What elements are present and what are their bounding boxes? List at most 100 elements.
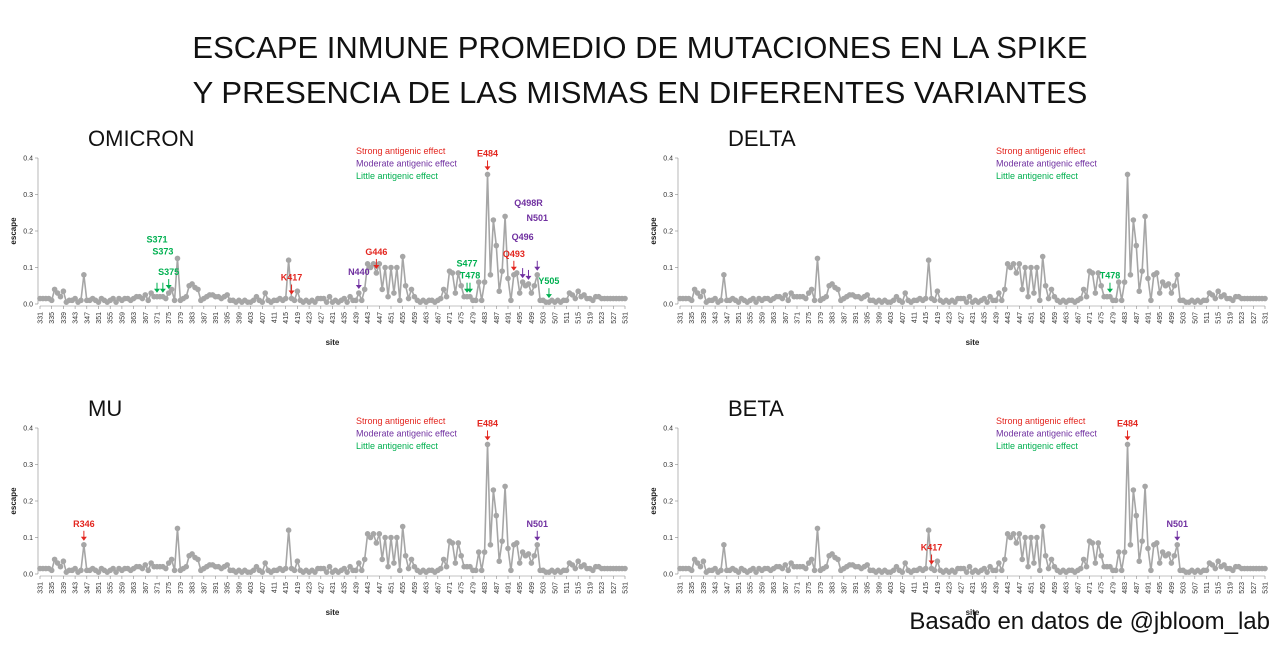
data-point <box>473 297 479 304</box>
x-tick-label: 503 <box>541 312 548 324</box>
data-point <box>1113 567 1119 574</box>
data-point <box>1118 567 1125 574</box>
x-tick-label: 487 <box>494 582 501 594</box>
x-tick-label: 423 <box>307 312 314 324</box>
data-point <box>1022 534 1028 541</box>
legend-entry: Little antigenic effect <box>356 171 438 181</box>
data-point <box>385 563 391 570</box>
annotation-label: E484 <box>477 418 498 428</box>
data-point <box>835 286 841 293</box>
x-tick-label: 503 <box>1181 582 1188 594</box>
x-tick-label: 415 <box>923 582 930 594</box>
x-tick-label: 435 <box>982 582 989 594</box>
data-point <box>534 542 541 548</box>
x-tick-label: 359 <box>119 582 126 594</box>
x-tick-label: 435 <box>982 312 989 324</box>
data-point <box>475 549 482 555</box>
data-point <box>373 270 380 276</box>
data-point <box>505 545 511 552</box>
data-point <box>993 297 999 304</box>
x-tick-label: 331 <box>38 312 45 324</box>
data-point <box>452 560 459 566</box>
x-tick-label: 499 <box>529 312 536 324</box>
data-point <box>1022 264 1028 271</box>
x-tick-label: 487 <box>1134 582 1141 594</box>
data-point <box>1048 556 1055 563</box>
data-point <box>493 242 500 249</box>
x-tick-label: 447 <box>377 582 384 594</box>
y-tick-label: 0.3 <box>23 192 33 199</box>
data-point <box>1165 281 1172 287</box>
x-tick-label: 495 <box>1157 312 1164 324</box>
data-point <box>525 281 532 287</box>
y-tick-label: 0.0 <box>663 572 673 579</box>
x-tick-label: 403 <box>248 312 255 324</box>
data-point <box>516 560 523 566</box>
x-tick-label: 527 <box>1251 582 1258 594</box>
data-point <box>195 286 201 293</box>
data-point <box>1121 549 1128 555</box>
data-point <box>1039 253 1046 260</box>
x-tick-label: 447 <box>1017 582 1024 594</box>
x-tick-label: 431 <box>970 582 977 594</box>
x-tick-label: 407 <box>900 312 907 324</box>
x-tick-label: 415 <box>283 582 290 594</box>
data-point <box>437 565 444 572</box>
x-tick-label: 491 <box>1146 312 1153 324</box>
data-point <box>864 562 870 568</box>
data-point <box>443 563 450 570</box>
data-point <box>481 279 488 285</box>
x-tick-label: 519 <box>587 312 594 324</box>
annotation-label: N501 <box>1166 519 1188 529</box>
annotation-arrowhead <box>510 266 517 271</box>
data-point <box>1039 523 1046 530</box>
data-point <box>437 295 444 302</box>
x-tick-label: 355 <box>108 582 115 594</box>
x-tick-label: 515 <box>576 312 583 324</box>
x-tick-label: 451 <box>389 312 396 324</box>
data-point <box>721 542 727 548</box>
x-tick-label: 415 <box>283 312 290 324</box>
x-tick-label: 395 <box>865 582 872 594</box>
data-point <box>405 565 412 572</box>
data-point <box>934 288 941 295</box>
data-point <box>48 297 55 304</box>
annotation-arrowhead <box>373 264 380 269</box>
x-tick-label: 399 <box>876 582 883 594</box>
x-tick-label: 447 <box>1017 312 1024 324</box>
x-tick-label: 391 <box>853 582 860 594</box>
x-tick-label: 467 <box>435 312 442 324</box>
data-point <box>902 560 909 566</box>
annotation-arrowhead <box>1174 536 1181 541</box>
data-point <box>1118 297 1125 304</box>
x-tick-label: 471 <box>447 312 454 324</box>
annotation-label: Y505 <box>538 276 559 286</box>
legend-entry: Little antigenic effect <box>996 171 1078 181</box>
data-point <box>478 567 485 574</box>
chart-panel: MU 0.0 0.1 0.2 0.3 0.4 331 335 339 343 347 351 355 35… <box>9 396 630 617</box>
data-point <box>1089 540 1096 546</box>
x-axis-label: site <box>326 338 340 347</box>
data-point <box>57 563 64 570</box>
data-point <box>145 567 152 574</box>
data-point <box>1098 282 1104 289</box>
x-tick-label: 375 <box>166 312 173 324</box>
data-point <box>1080 556 1087 563</box>
data-point <box>688 297 695 304</box>
data-point <box>1168 290 1175 296</box>
legend-entry: Moderate antigenic effect <box>356 159 457 169</box>
data-point <box>168 556 175 563</box>
annotation-label: K417 <box>921 543 943 553</box>
x-tick-label: 499 <box>529 582 536 594</box>
data-point <box>1077 565 1084 572</box>
x-tick-label: 399 <box>236 312 243 324</box>
data-point <box>922 295 929 302</box>
x-tick-label: 503 <box>541 582 548 594</box>
data-point <box>575 288 581 295</box>
data-point <box>294 558 301 565</box>
data-point <box>358 297 365 304</box>
annotation-label: S375 <box>158 267 179 277</box>
annotation-label: T478 <box>1100 271 1121 281</box>
data-point <box>1203 297 1210 304</box>
